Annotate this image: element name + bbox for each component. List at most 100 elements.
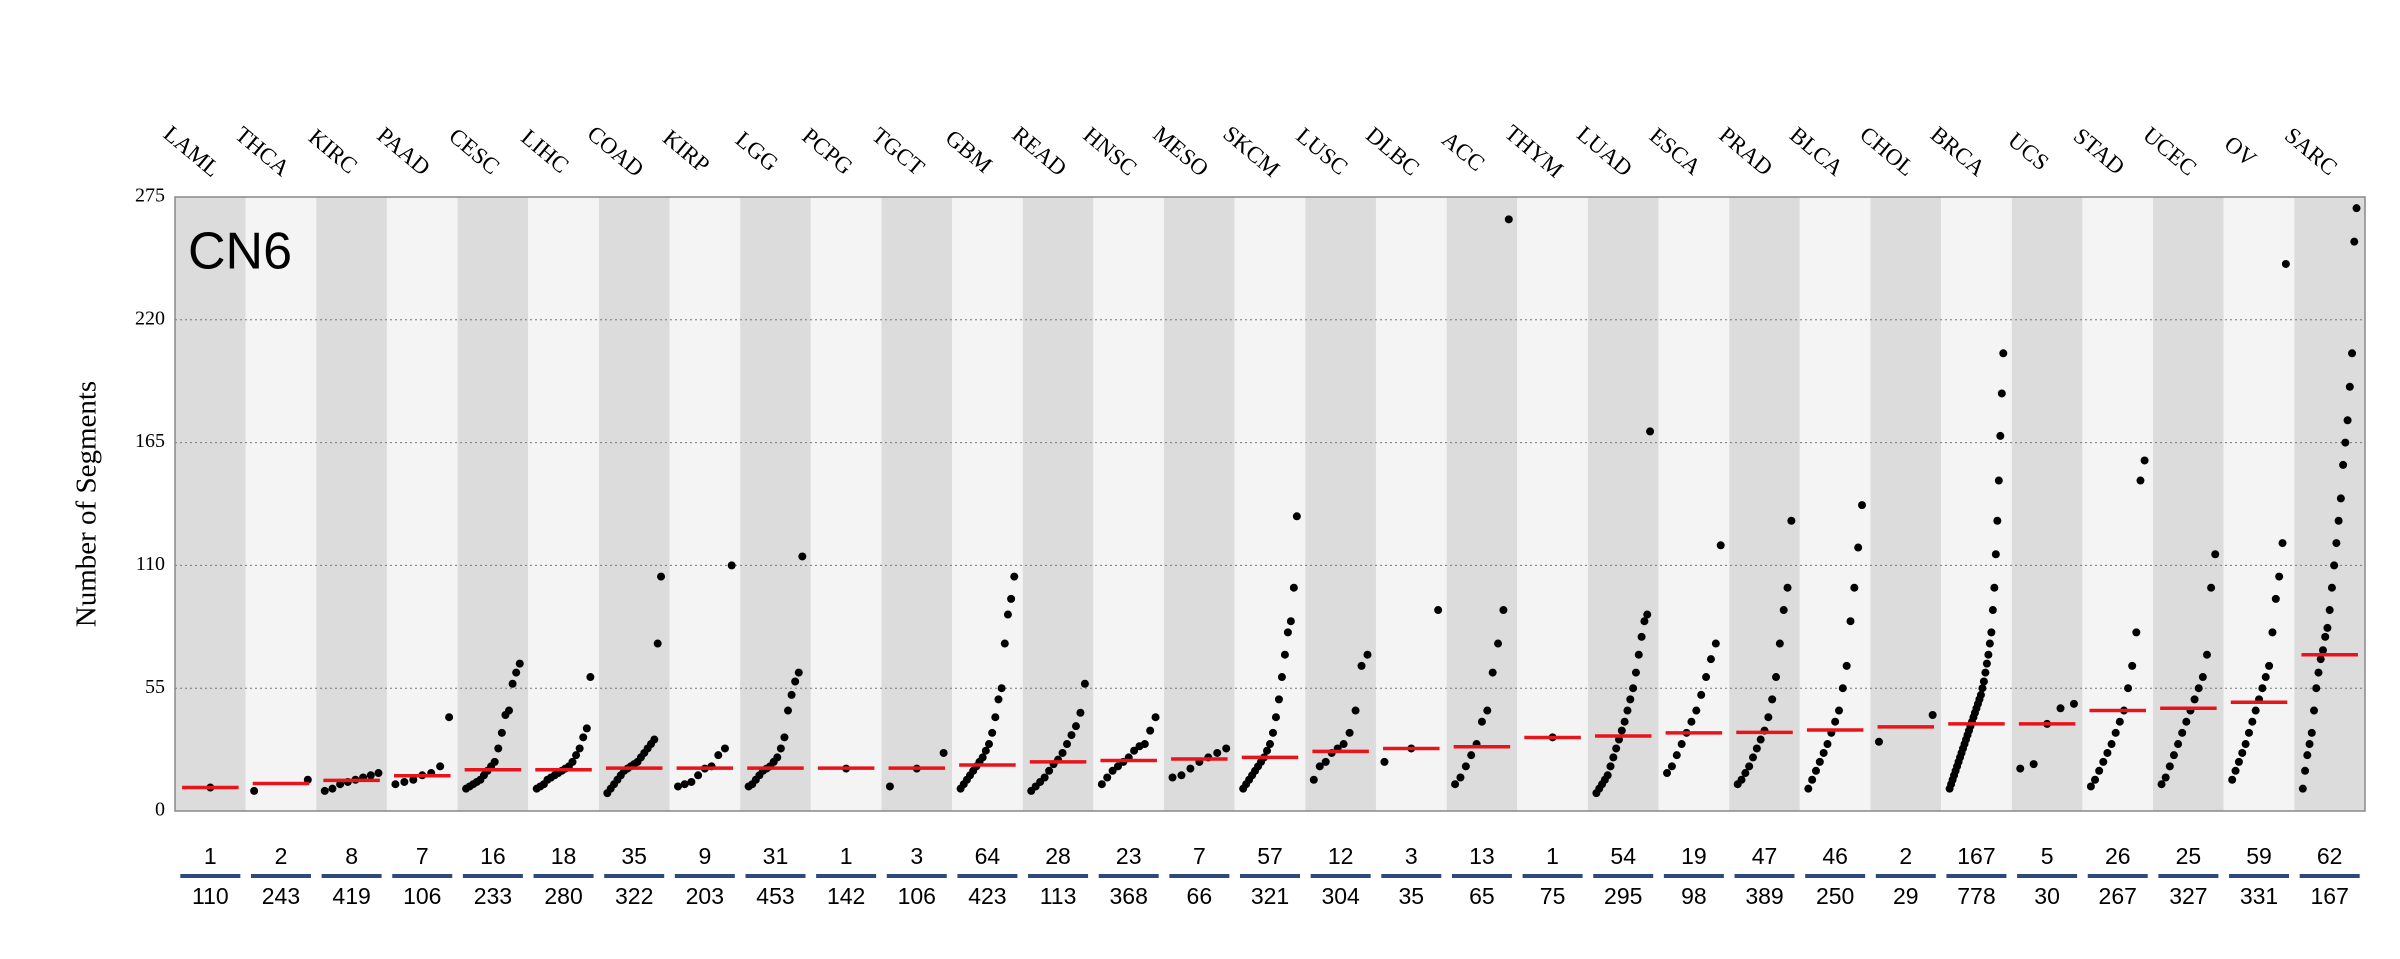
dot bbox=[1286, 617, 1295, 626]
dot bbox=[2318, 646, 2327, 655]
dot bbox=[303, 775, 312, 784]
total-label: 110 bbox=[192, 883, 229, 909]
dot bbox=[2352, 204, 2361, 213]
count-label: 1 bbox=[840, 843, 853, 869]
dot bbox=[1783, 583, 1792, 592]
dot bbox=[773, 753, 782, 762]
dot bbox=[2234, 757, 2243, 766]
category-label: LUSC bbox=[1292, 123, 1353, 180]
band bbox=[2294, 197, 2365, 811]
total-label: 368 bbox=[1110, 883, 1148, 909]
dot bbox=[575, 744, 584, 753]
total-label: 250 bbox=[1816, 883, 1854, 909]
dot bbox=[2198, 673, 2207, 682]
dot bbox=[505, 706, 514, 715]
count-label: 46 bbox=[1822, 843, 1848, 869]
dot bbox=[1071, 722, 1080, 731]
dot bbox=[1988, 606, 1997, 615]
category-label: TGCT bbox=[867, 122, 929, 180]
band bbox=[1164, 197, 1235, 811]
dot bbox=[445, 713, 454, 722]
dot bbox=[2194, 684, 2203, 693]
dot bbox=[2323, 623, 2332, 632]
category-label: GBM bbox=[941, 125, 997, 178]
dot bbox=[1982, 659, 1991, 668]
count-label: 26 bbox=[2105, 843, 2131, 869]
total-label: 203 bbox=[686, 883, 724, 909]
dot bbox=[1268, 728, 1277, 737]
dot bbox=[2103, 748, 2112, 757]
total-label: 331 bbox=[2240, 883, 2278, 909]
dot bbox=[586, 673, 595, 682]
dot bbox=[579, 733, 588, 742]
band bbox=[245, 197, 317, 811]
dot bbox=[727, 561, 736, 570]
dot bbox=[1483, 706, 1492, 715]
dot bbox=[1993, 516, 2002, 525]
dot bbox=[320, 786, 329, 795]
dot bbox=[1623, 706, 1632, 715]
dot bbox=[1345, 728, 1354, 737]
count-label: 54 bbox=[1610, 843, 1636, 869]
dot bbox=[1987, 628, 1996, 637]
total-label: 29 bbox=[1893, 883, 1919, 909]
total-label: 233 bbox=[474, 883, 512, 909]
y-tick-label: 275 bbox=[135, 185, 165, 207]
dot bbox=[1140, 740, 1149, 749]
dot bbox=[1997, 389, 2006, 398]
dot bbox=[1477, 717, 1486, 726]
band bbox=[2082, 197, 2154, 811]
dot bbox=[1756, 735, 1765, 744]
dot bbox=[1854, 543, 1863, 552]
category-label: UCEC bbox=[2138, 122, 2201, 181]
dot bbox=[994, 695, 1003, 704]
dot bbox=[1168, 773, 1177, 782]
dot bbox=[1283, 628, 1292, 637]
dot bbox=[1080, 679, 1089, 688]
category-label: ACC bbox=[1437, 127, 1489, 177]
dot bbox=[2140, 456, 2149, 465]
dot bbox=[2111, 728, 2120, 737]
band bbox=[1305, 197, 1376, 811]
dot bbox=[2231, 766, 2240, 775]
count-label: 1 bbox=[204, 843, 217, 869]
dot bbox=[1609, 753, 1618, 762]
dot bbox=[572, 751, 581, 760]
y-tick-label: 165 bbox=[135, 430, 165, 452]
plot-frame bbox=[174, 196, 2366, 812]
band bbox=[386, 197, 458, 811]
count-label: 31 bbox=[763, 843, 789, 869]
total-label: 65 bbox=[1469, 883, 1495, 909]
dot bbox=[1976, 690, 1985, 699]
dot bbox=[2095, 766, 2104, 775]
dot bbox=[2265, 661, 2274, 670]
count-label: 25 bbox=[2176, 843, 2202, 869]
dot bbox=[2238, 748, 2247, 757]
dot bbox=[1672, 751, 1681, 760]
dot bbox=[694, 771, 703, 780]
dot bbox=[1808, 775, 1817, 784]
dot bbox=[1040, 773, 1049, 782]
dot bbox=[1842, 661, 1851, 670]
dot bbox=[784, 706, 793, 715]
dot bbox=[1357, 661, 1366, 670]
dot bbox=[885, 782, 894, 791]
dot bbox=[1752, 744, 1761, 753]
dot bbox=[1612, 744, 1621, 753]
category-label: SKCM bbox=[1218, 121, 1284, 182]
dot bbox=[1076, 708, 1085, 717]
dot bbox=[582, 724, 591, 733]
dot bbox=[1768, 695, 1777, 704]
dot bbox=[1991, 550, 2000, 559]
dot bbox=[1677, 740, 1686, 749]
dot bbox=[2016, 764, 2025, 773]
y-tick-label: 110 bbox=[136, 553, 165, 575]
dot bbox=[1745, 762, 1754, 771]
category-label: THCA bbox=[230, 122, 294, 182]
dot bbox=[2307, 728, 2316, 737]
dot bbox=[1488, 668, 1497, 677]
dot bbox=[984, 740, 993, 749]
dot bbox=[490, 757, 499, 766]
dot bbox=[1697, 690, 1706, 699]
dot bbox=[1620, 717, 1629, 726]
